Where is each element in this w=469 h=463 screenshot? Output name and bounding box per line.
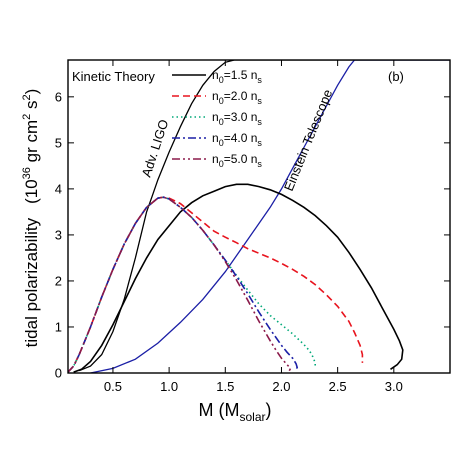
series-line-5: [68, 196, 292, 373]
x-tick-label: 0.5: [104, 379, 122, 394]
y-tick-label: 0: [55, 366, 62, 381]
einstein-telescope-curve: [90, 60, 450, 373]
y-tick-label: 1: [55, 319, 62, 334]
series-line-2: [68, 196, 364, 373]
series-line-4: [68, 196, 299, 373]
adv-ligo-curve: [78, 60, 450, 372]
series-line-1: [73, 183, 404, 373]
y-axis-title: tidal polarizability(1036 gr cm2 s2): [21, 89, 41, 348]
kinetic-theory-label: Kinetic Theory: [72, 69, 155, 84]
y-tick-label: 6: [55, 89, 62, 104]
y-tick-label: 4: [55, 181, 62, 196]
panel-label: (b): [388, 69, 404, 84]
legend-label-1: n0=1.5 ns: [212, 68, 262, 85]
plot-frame: [67, 59, 451, 374]
x-tick-label: 2.0: [272, 379, 290, 394]
y-tick-label: 2: [55, 273, 62, 288]
legend-label-5: n0=5.0 ns: [212, 152, 262, 169]
adv-ligo-label: Adv. LIGO: [139, 117, 172, 178]
legend-label-4: n0=4.0 ns: [212, 131, 262, 148]
x-tick-label: 3.0: [385, 379, 403, 394]
legend-label-3: n0=3.0 ns: [212, 110, 262, 127]
x-tick-label: 1.0: [160, 379, 178, 394]
series-line-3: [68, 196, 316, 373]
legend: n0=1.5 ns n0=2.0 ns n0=3.0 ns n0=4.0 ns n0=5…: [172, 68, 262, 169]
y-tick-label: 3: [55, 227, 62, 242]
einstein-telescope-label: Einstein Telescope: [281, 87, 335, 193]
legend-label-2: n0=2.0 ns: [212, 89, 262, 106]
x-tick-label: 2.5: [329, 379, 347, 394]
x-axis-title: M (Msolar): [199, 400, 272, 424]
x-tick-label: 1.5: [216, 379, 234, 394]
y-tick-label: 5: [55, 135, 62, 150]
